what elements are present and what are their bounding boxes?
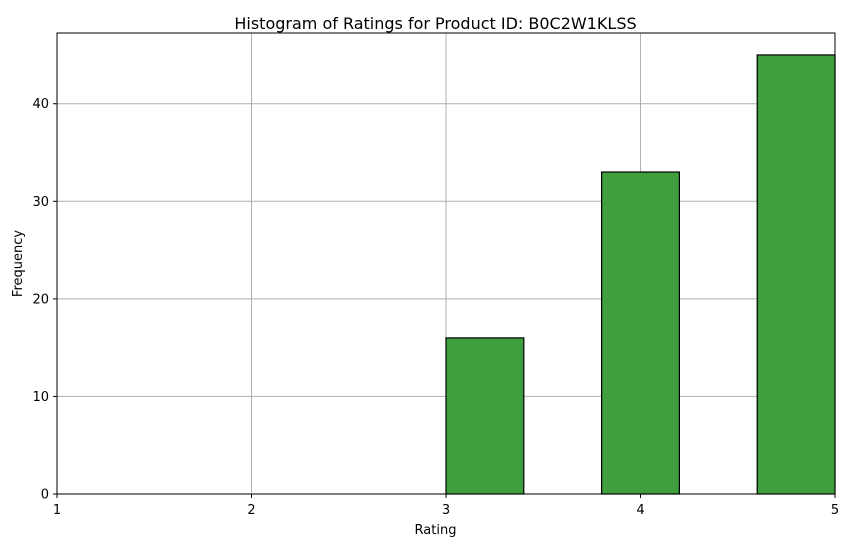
y-tick-label: 20 <box>32 292 49 307</box>
y-tick-label: 30 <box>32 195 49 210</box>
y-tick-label: 10 <box>32 390 49 405</box>
histogram-bar <box>756 54 836 495</box>
y-tick-label: 40 <box>32 97 49 112</box>
x-tick-label: 2 <box>247 503 255 518</box>
y-tick-label: 0 <box>41 488 49 503</box>
x-tick-label: 3 <box>442 503 450 518</box>
x-tick-label: 4 <box>636 503 644 518</box>
y-axis-label: Frequency <box>11 230 26 297</box>
histogram-bar <box>445 337 525 495</box>
x-tick-label: 5 <box>831 503 839 518</box>
x-tick-label: 1 <box>53 503 61 518</box>
histogram-bar <box>600 171 680 495</box>
ticks-layer: 1 2 3 4 5 0 10 20 30 40 <box>32 97 839 518</box>
x-axis-label: Rating <box>415 523 457 538</box>
chart-title: Histogram of Ratings for Product ID: B0C… <box>234 14 636 33</box>
